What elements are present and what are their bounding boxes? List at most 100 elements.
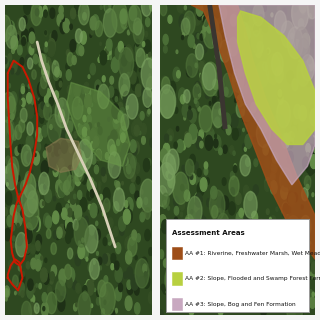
Circle shape (116, 157, 121, 167)
Circle shape (147, 110, 150, 116)
Circle shape (223, 113, 231, 127)
Circle shape (186, 100, 188, 104)
Circle shape (5, 192, 12, 205)
Circle shape (126, 13, 128, 18)
Circle shape (306, 76, 311, 87)
Circle shape (272, 99, 278, 109)
Circle shape (271, 13, 273, 17)
Circle shape (301, 205, 303, 209)
Circle shape (252, 252, 260, 266)
Circle shape (44, 103, 52, 120)
Circle shape (307, 241, 311, 250)
Circle shape (35, 253, 42, 268)
Circle shape (95, 124, 96, 127)
Circle shape (82, 152, 87, 163)
Circle shape (135, 256, 137, 260)
Circle shape (257, 118, 260, 125)
Text: AA #1: Riverine, Freshwater Marsh, Wet Meadow, and: AA #1: Riverine, Freshwater Marsh, Wet M… (185, 251, 320, 256)
Circle shape (219, 80, 224, 91)
Circle shape (73, 97, 78, 107)
Circle shape (240, 26, 245, 37)
Circle shape (21, 301, 31, 320)
Circle shape (39, 81, 47, 96)
Circle shape (211, 186, 217, 199)
Circle shape (201, 40, 207, 53)
Circle shape (136, 39, 139, 46)
Circle shape (241, 109, 244, 116)
Circle shape (140, 212, 145, 222)
Circle shape (212, 205, 218, 218)
Circle shape (61, 278, 65, 286)
Circle shape (240, 8, 245, 18)
Circle shape (237, 252, 241, 261)
Circle shape (145, 208, 150, 219)
Circle shape (166, 149, 179, 174)
Circle shape (78, 292, 91, 320)
Circle shape (23, 16, 27, 25)
Circle shape (71, 8, 76, 19)
Circle shape (299, 218, 304, 228)
Circle shape (95, 164, 98, 172)
Circle shape (115, 261, 119, 270)
Circle shape (119, 74, 130, 96)
Circle shape (36, 182, 39, 188)
Circle shape (125, 237, 131, 250)
Circle shape (311, 262, 317, 274)
Circle shape (305, 303, 308, 308)
Circle shape (249, 108, 253, 116)
Circle shape (195, 129, 197, 134)
Circle shape (294, 6, 297, 12)
Circle shape (201, 265, 208, 281)
Circle shape (168, 175, 174, 188)
Circle shape (181, 36, 184, 40)
Circle shape (217, 208, 221, 216)
Circle shape (181, 184, 184, 191)
Circle shape (8, 95, 12, 102)
Circle shape (70, 190, 76, 204)
Circle shape (124, 202, 129, 213)
Circle shape (233, 223, 236, 229)
Circle shape (209, 4, 213, 12)
Circle shape (166, 163, 168, 168)
Circle shape (117, 275, 122, 285)
Circle shape (31, 245, 35, 254)
Circle shape (123, 14, 129, 27)
Circle shape (88, 203, 93, 213)
Circle shape (233, 151, 235, 155)
Circle shape (75, 0, 81, 14)
Circle shape (130, 5, 137, 20)
Circle shape (42, 302, 48, 317)
Circle shape (222, 277, 234, 300)
Circle shape (8, 30, 11, 36)
Circle shape (137, 197, 142, 208)
Circle shape (197, 8, 203, 20)
Circle shape (264, 279, 268, 287)
Circle shape (42, 292, 47, 302)
Circle shape (44, 185, 46, 189)
Circle shape (241, 84, 247, 95)
Circle shape (287, 27, 303, 59)
Circle shape (82, 238, 84, 242)
Circle shape (91, 304, 92, 308)
Circle shape (189, 108, 196, 123)
Circle shape (292, 236, 296, 244)
Circle shape (9, 260, 13, 268)
Circle shape (102, 211, 105, 216)
Circle shape (43, 6, 47, 14)
Circle shape (120, 68, 122, 72)
Circle shape (189, 68, 193, 76)
Circle shape (194, 11, 201, 25)
Circle shape (232, 128, 238, 140)
Circle shape (201, 30, 205, 39)
Circle shape (15, 211, 22, 226)
Circle shape (71, 200, 76, 211)
Circle shape (281, 186, 288, 199)
Circle shape (7, 215, 12, 227)
Circle shape (15, 125, 22, 140)
Circle shape (67, 165, 74, 179)
Circle shape (286, 86, 294, 101)
Circle shape (39, 102, 46, 117)
Circle shape (314, 134, 315, 137)
Circle shape (28, 4, 31, 11)
Circle shape (103, 188, 110, 203)
